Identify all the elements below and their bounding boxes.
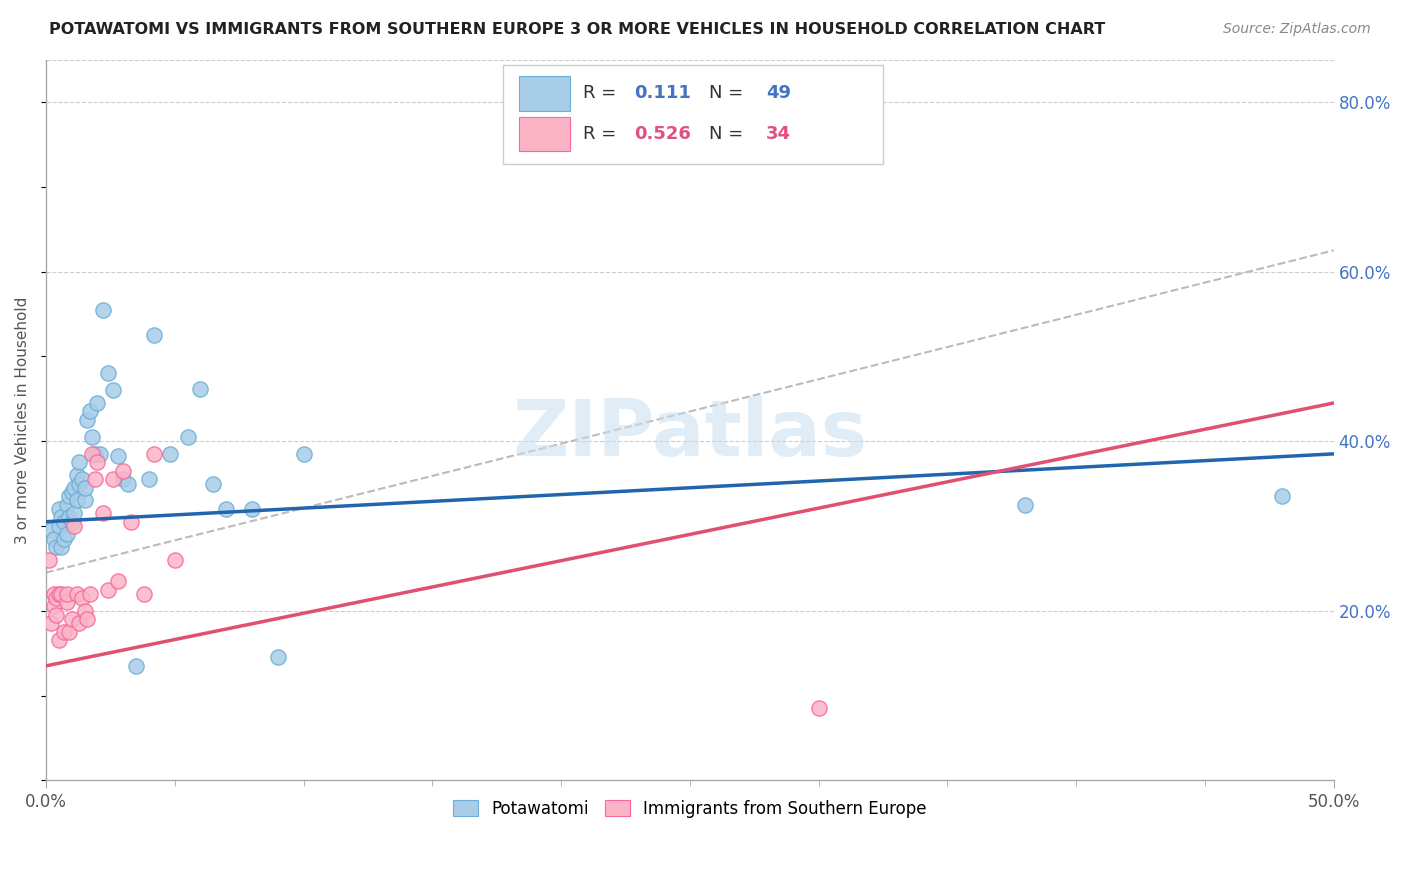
Point (1014, 498, 1036, 512)
Point (70, 472, 93, 486)
Text: R =: R = (583, 85, 621, 103)
Point (101, 472, 124, 486)
Text: 0.111: 0.111 (634, 85, 692, 103)
Point (60, 515, 83, 529)
Point (117, 476, 139, 491)
Point (53, 624, 76, 639)
Point (55, 527, 77, 541)
Point (69, 616, 91, 631)
Point (60, 612, 83, 626)
Point (89, 447, 111, 461)
Point (58, 624, 80, 639)
Point (53, 532, 76, 546)
Point (91, 302, 114, 317)
Point (42, 599, 65, 614)
Point (58, 510, 80, 524)
Point (125, 658, 148, 673)
Point (83, 447, 105, 461)
Point (38, 553, 60, 567)
Y-axis label: 3 or more Vehicles in Household: 3 or more Vehicles in Household (15, 296, 30, 543)
Point (143, 328, 166, 343)
Point (66, 468, 89, 483)
Point (76, 612, 98, 626)
Point (79, 404, 101, 418)
Point (42, 532, 65, 546)
Point (39, 523, 62, 537)
Point (55, 595, 77, 609)
Point (91, 506, 114, 520)
Point (190, 382, 212, 396)
Point (176, 430, 198, 444)
Text: N =: N = (709, 125, 749, 143)
Point (101, 384, 124, 398)
Point (107, 574, 129, 588)
Point (45, 591, 67, 605)
Point (86, 396, 108, 410)
FancyBboxPatch shape (519, 76, 569, 111)
Point (73, 493, 96, 508)
Point (1271, 489, 1294, 503)
Point (58, 489, 80, 503)
Point (807, 701, 830, 715)
Point (48, 519, 70, 533)
Text: Source: ZipAtlas.com: Source: ZipAtlas.com (1223, 22, 1371, 37)
Point (163, 553, 186, 567)
Point (79, 587, 101, 601)
Point (138, 472, 160, 486)
Point (69, 476, 91, 491)
Point (215, 502, 238, 516)
Point (112, 472, 135, 486)
Point (51, 540, 73, 554)
Point (60, 485, 83, 500)
Text: ZIPatlas: ZIPatlas (512, 396, 868, 473)
Point (66, 493, 89, 508)
Point (267, 650, 290, 665)
Point (69, 455, 91, 469)
Point (45, 540, 67, 554)
Point (73, 604, 96, 618)
Point (240, 502, 263, 516)
Point (48, 633, 70, 648)
Point (63, 506, 86, 520)
Point (120, 515, 142, 529)
Text: 0.526: 0.526 (634, 125, 692, 143)
Point (107, 450, 129, 464)
Point (82, 430, 104, 444)
Point (63, 481, 86, 495)
Text: N =: N = (709, 85, 749, 103)
Point (39, 616, 62, 631)
Point (292, 447, 315, 461)
Text: 34: 34 (766, 125, 790, 143)
FancyBboxPatch shape (519, 117, 569, 151)
Point (66, 587, 89, 601)
FancyBboxPatch shape (503, 64, 883, 164)
Point (132, 587, 155, 601)
Legend: Potawatomi, Immigrants from Southern Europe: Potawatomi, Immigrants from Southern Eur… (444, 791, 935, 826)
Point (97, 582, 120, 597)
Point (143, 447, 166, 461)
Point (63, 519, 86, 533)
Point (48, 587, 70, 601)
Point (45, 607, 67, 622)
Point (53, 515, 76, 529)
Point (202, 476, 225, 491)
Point (83, 472, 105, 486)
Text: 49: 49 (766, 85, 790, 103)
Point (73, 481, 96, 495)
Point (48, 502, 70, 516)
Point (97, 367, 120, 381)
Point (76, 413, 98, 427)
Point (86, 455, 108, 469)
Point (55, 498, 77, 512)
Point (159, 447, 181, 461)
Point (82, 447, 104, 461)
Point (55, 587, 77, 601)
Text: POTAWATOMI VS IMMIGRANTS FROM SOUTHERN EUROPE 3 OR MORE VEHICLES IN HOUSEHOLD CO: POTAWATOMI VS IMMIGRANTS FROM SOUTHERN E… (49, 22, 1105, 37)
Point (112, 464, 135, 478)
Point (51, 587, 73, 601)
Text: R =: R = (583, 125, 621, 143)
Point (51, 510, 73, 524)
Point (70, 591, 93, 605)
Point (42, 587, 65, 601)
